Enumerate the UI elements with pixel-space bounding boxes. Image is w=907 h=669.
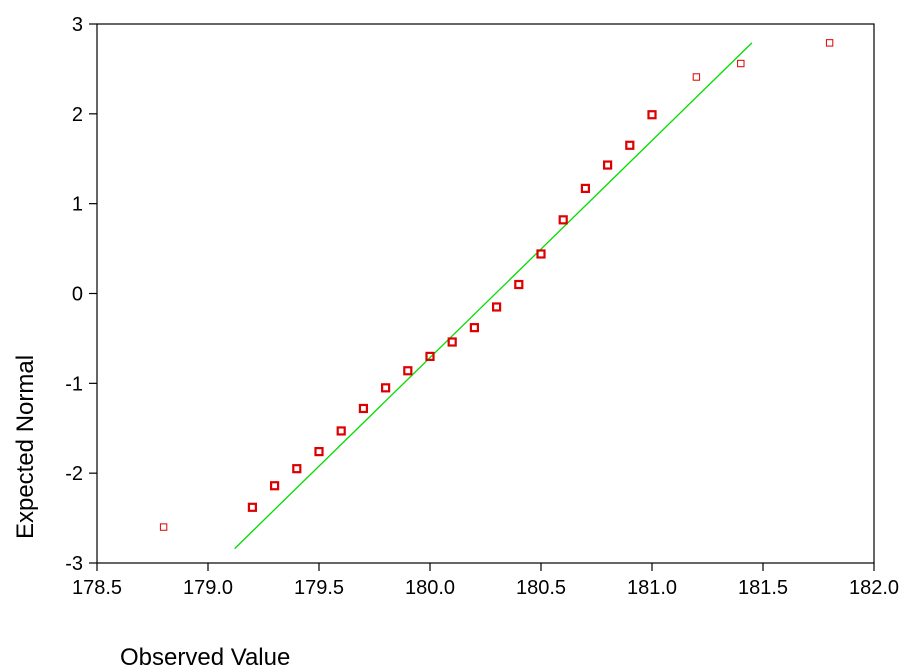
data-point <box>159 523 168 531</box>
data-point <box>425 351 435 361</box>
x-tick-label: 179.5 <box>294 577 344 599</box>
data-point <box>825 39 834 47</box>
y-axis: -3 -2 -1 0 1 2 3 <box>65 14 97 575</box>
y-tick-label: 0 <box>72 284 83 306</box>
data-point <box>270 481 280 491</box>
x-tick-label: 180.0 <box>405 577 455 599</box>
x-axis-title: Observed Value <box>120 644 290 669</box>
data-point <box>381 383 391 393</box>
data-point <box>558 215 568 225</box>
plot-frame <box>96 23 875 564</box>
data-points-layer <box>159 39 834 531</box>
data-point <box>692 73 701 81</box>
data-point <box>447 337 457 347</box>
x-tick-label: 181.0 <box>627 577 677 599</box>
data-point <box>492 302 502 312</box>
data-point <box>625 140 635 150</box>
x-tick-label: 180.5 <box>516 577 566 599</box>
reference-line-layer <box>234 42 753 550</box>
y-tick-label: 2 <box>72 104 83 126</box>
data-point <box>403 366 413 376</box>
x-tick-label: 178.5 <box>72 577 122 599</box>
x-tick-label: 182.0 <box>849 577 899 599</box>
y-tick-label: -1 <box>65 373 83 395</box>
data-point <box>469 323 479 333</box>
y-axis-title: Expected Normal <box>12 355 39 539</box>
x-axis: 178.5 179.0 179.5 180.0 180.5 181.0 181.5 182.0 <box>72 563 899 599</box>
x-tick-label: 179.0 <box>183 577 233 599</box>
y-tick-label: -2 <box>65 463 83 485</box>
data-point <box>314 447 324 457</box>
y-tick-label: 1 <box>72 194 83 216</box>
y-tick-label: -3 <box>65 553 83 575</box>
data-point <box>647 110 657 120</box>
data-point <box>536 249 546 259</box>
normal-reference-line <box>234 42 753 550</box>
data-point <box>247 502 257 512</box>
data-point <box>292 464 302 474</box>
data-point <box>602 160 613 170</box>
y-tick-label: 3 <box>72 14 83 36</box>
data-point <box>737 59 745 68</box>
data-point <box>358 403 368 414</box>
data-point <box>580 183 591 193</box>
x-tick-label: 181.5 <box>738 577 788 599</box>
data-point <box>514 279 524 290</box>
data-point <box>336 426 346 436</box>
